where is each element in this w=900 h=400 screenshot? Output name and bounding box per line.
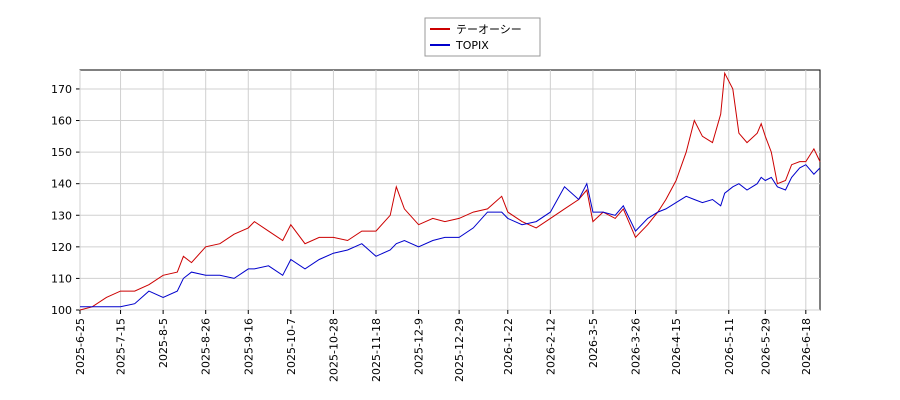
x-tick-label: 2025-10-7 xyxy=(285,318,298,375)
x-tick-label: 2026-1-22 xyxy=(502,318,515,375)
x-tick-label: 2025-12-9 xyxy=(413,318,426,375)
plot-frame xyxy=(79,69,821,311)
y-tick-label: 140 xyxy=(51,178,72,191)
x-tick-label: 2026-3-5 xyxy=(587,318,600,368)
legend-box xyxy=(424,17,541,57)
line-series xyxy=(79,71,821,311)
line-series xyxy=(80,164,821,308)
x-tick-label: 2026-5-29 xyxy=(759,318,772,375)
y-tick-label: 170 xyxy=(51,83,72,96)
y-tick-label: 160 xyxy=(51,115,72,128)
x-tick-label: 2025-12-29 xyxy=(453,318,466,382)
x-tick-label: 2026-4-15 xyxy=(670,318,683,375)
x-tick-label: 2026-2-12 xyxy=(544,318,557,375)
x-tick-label: 2025-8-5 xyxy=(157,318,170,368)
legend-label: テーオーシー xyxy=(456,23,522,36)
x-tick-label: 2025-7-15 xyxy=(115,318,128,375)
y-tick-label: 110 xyxy=(51,272,72,285)
y-tick-label: 130 xyxy=(51,209,72,222)
x-tick-label: 2026-6-18 xyxy=(800,318,813,375)
y-tick-label: 150 xyxy=(51,146,72,159)
legend-label: TOPIX xyxy=(455,39,489,52)
legend: テーオーシー TOPIX xyxy=(424,17,541,57)
x-tick-label: 2026-3-26 xyxy=(630,318,643,375)
x-tick-label: 2025-8-26 xyxy=(200,318,213,375)
x-tick-label: 2025-9-16 xyxy=(242,318,255,375)
y-tick-label: 120 xyxy=(51,241,72,254)
x-tick-label: 2025-10-28 xyxy=(327,318,340,382)
x-tick-label: 2026-5-11 xyxy=(723,318,736,375)
y-tick-label: 100 xyxy=(51,304,72,317)
x-tick-label: 2025-11-18 xyxy=(370,318,383,382)
x-tick-label: 2025-6-25 xyxy=(74,318,87,375)
